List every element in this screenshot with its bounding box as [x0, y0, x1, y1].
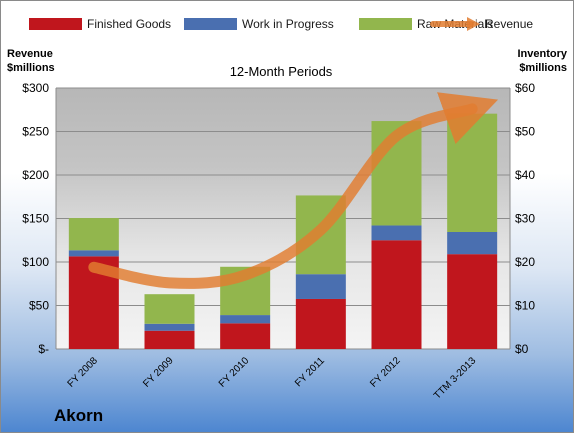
bar-work-in-progress [371, 225, 422, 241]
legend: Finished Goods Work in Progress Raw Mate… [29, 17, 533, 31]
bar-work-in-progress [144, 323, 195, 331]
bar-raw-materials [68, 218, 119, 251]
left-axis-title-line2: $millions [7, 62, 55, 74]
right-axis-title-line1: Inventory [517, 48, 567, 60]
right-tick-label: $60 [515, 81, 535, 95]
legend-arrow-revenue [467, 17, 480, 31]
bar-finished-goods [295, 298, 346, 349]
x-tick-label: FY 2008 [66, 355, 101, 390]
revenue-line [88, 92, 499, 289]
x-tick-label: FY 2010 [217, 355, 252, 390]
left-tick-label: $250 [22, 125, 49, 139]
x-tick-label: FY 2009 [141, 355, 176, 390]
bar-finished-goods [144, 330, 195, 349]
right-tick-label: $40 [515, 168, 535, 182]
bar-work-in-progress [68, 250, 119, 257]
bar-raw-materials [447, 113, 498, 232]
bar-work-in-progress [447, 231, 498, 255]
legend-swatch-raw-materials [359, 18, 412, 30]
bar-finished-goods [220, 323, 271, 349]
x-axis-ticks: FY 2008 FY 2009 FY 2010 FY 2011 FY 2012 TTM 3… [66, 355, 479, 402]
chart-subtitle: 12-Month Periods [230, 64, 333, 79]
left-axis-ticks: $- $50 $100 $150 $200 $250 $300 [22, 81, 49, 356]
right-axis-title-line2: $millions [519, 62, 567, 74]
legend-label-finished-goods: Finished Goods [87, 17, 171, 31]
company-name: Akorn [54, 406, 104, 425]
legend-swatch-finished-goods [29, 18, 82, 30]
left-tick-label: $50 [29, 299, 49, 313]
bar-finished-goods [371, 240, 422, 349]
right-tick-label: $20 [515, 255, 535, 269]
legend-label-revenue: Revenue [485, 17, 533, 31]
x-tick-label: FY 2011 [293, 355, 327, 389]
left-tick-label: $300 [22, 81, 49, 95]
right-tick-label: $50 [515, 125, 535, 139]
right-tick-label: $0 [515, 342, 529, 356]
left-tick-label: $100 [22, 255, 49, 269]
x-tick-label: FY 2012 [368, 355, 403, 390]
bar-raw-materials [144, 294, 195, 324]
revenue-line-group [88, 92, 499, 289]
legend-label-work-in-progress: Work in Progress [242, 17, 334, 31]
bar-finished-goods [447, 254, 498, 349]
left-tick-label: $150 [22, 212, 49, 226]
bar-work-in-progress [220, 315, 271, 324]
left-tick-label: $200 [22, 168, 49, 182]
legend-swatch-work-in-progress [184, 18, 237, 30]
right-tick-label: $10 [515, 299, 535, 313]
left-axis-title-line1: Revenue [7, 48, 53, 60]
bar-work-in-progress [295, 274, 346, 299]
right-axis-ticks: $0 $10 $20 $30 $40 $50 $60 [515, 81, 535, 356]
left-tick-label: $- [38, 342, 49, 356]
right-tick-label: $30 [515, 212, 535, 226]
x-tick-label: TTM 3-2013 [432, 355, 479, 402]
